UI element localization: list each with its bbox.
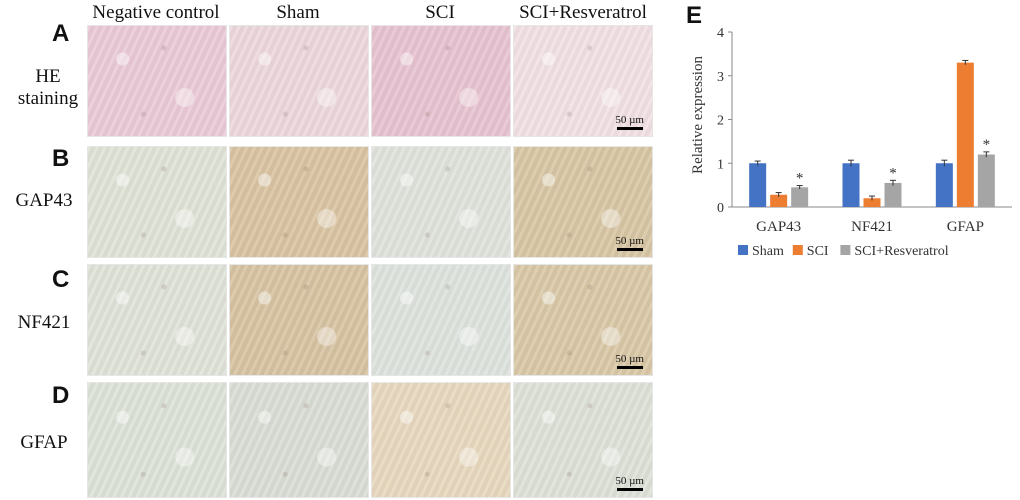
significance-marker: * xyxy=(983,137,991,153)
bar-sci-resveratrol-nf421 xyxy=(884,182,902,207)
x-tick-label: GAP43 xyxy=(756,219,801,235)
micrograph-nf421-sci xyxy=(371,264,511,376)
legend-swatch-sci xyxy=(792,245,803,255)
row-label-he-staining: HE staining xyxy=(8,66,88,110)
scale-bar-label: 50 µm xyxy=(615,114,644,126)
micrograph-gap43-sci xyxy=(371,146,511,258)
scale-bar-line xyxy=(616,248,643,251)
column-header-negative-control: Negative control xyxy=(92,2,220,23)
scale-bar-line xyxy=(616,366,643,369)
bar-sci-gap43 xyxy=(770,194,788,207)
bar-sci-resveratrol-gap43 xyxy=(791,187,809,207)
legend-label: SCI xyxy=(807,244,829,259)
bar-sham-gfap xyxy=(935,163,953,207)
column-header-sci-resveratrol: SCI+Resveratrol xyxy=(519,2,647,23)
bar-sci-resveratrol-gfap xyxy=(977,154,995,207)
chart-axes: 0 1 2 3 4 GAP43 NF421 GFAP xyxy=(717,26,1012,235)
scale-bar-label: 50 µm xyxy=(615,353,644,365)
legend-label: Sham xyxy=(752,244,784,259)
chart-legend: Sham SCI SCI+Resveratrol xyxy=(738,244,949,259)
row-label-gfap: GFAP xyxy=(4,432,84,454)
micrograph-he-sham xyxy=(229,25,369,137)
panel-letter-b: B xyxy=(52,145,70,172)
scale-bar: 50 µm xyxy=(615,114,644,130)
micrograph-nf421-sham xyxy=(229,264,369,376)
panel-letter-a: A xyxy=(52,20,70,47)
scale-bar: 50 µm xyxy=(615,475,644,491)
row-label-line: NF421 xyxy=(17,312,71,333)
scale-bar: 50 µm xyxy=(615,235,644,251)
micrograph-he-negative-control xyxy=(87,25,227,137)
panel-letter-d: D xyxy=(52,382,70,409)
micrograph-he-sci-resveratrol: 50 µm xyxy=(513,25,653,137)
legend-swatch-sham xyxy=(738,245,748,255)
y-tick-label: 0 xyxy=(717,201,724,216)
micrograph-gfap-sham xyxy=(229,382,369,498)
significance-marker: * xyxy=(889,165,897,181)
micrograph-nf421-sci-resveratrol: 50 µm xyxy=(513,264,653,376)
bar-sham-gap43 xyxy=(749,163,767,207)
row-label-line: GFAP xyxy=(20,432,68,453)
micrograph-gap43-sci-resveratrol: 50 µm xyxy=(513,146,653,258)
x-tick-label: GFAP xyxy=(947,219,984,235)
scale-bar-label: 50 µm xyxy=(615,475,644,487)
bar-sham-nf421 xyxy=(842,163,860,207)
bar-chart: 0 1 2 3 4 GAP43 NF421 GFAP * * * Relative express… xyxy=(690,26,1012,259)
micrograph-gap43-sham xyxy=(229,146,369,258)
row-label-gap43: GAP43 xyxy=(4,190,84,212)
scale-bar-line xyxy=(616,488,643,491)
legend-swatch-sci-resveratrol xyxy=(840,245,851,255)
micrograph-he-sci xyxy=(371,25,511,137)
y-tick-label: 3 xyxy=(717,70,724,85)
y-tick-label: 1 xyxy=(717,157,724,172)
row-label-line: staining xyxy=(17,88,79,109)
micrograph-gfap-negative-control xyxy=(87,382,227,498)
micrograph-gap43-negative-control xyxy=(87,146,227,258)
scale-bar: 50 µm xyxy=(615,353,644,369)
significance-marker: * xyxy=(796,171,804,187)
scale-bar-line xyxy=(616,127,643,130)
row-label-nf421: NF421 xyxy=(4,312,84,334)
column-header-sci: SCI xyxy=(425,2,455,23)
panel-letter-c: C xyxy=(52,266,70,293)
chart-bars: * * * xyxy=(749,59,995,207)
y-tick-label: 2 xyxy=(717,114,724,129)
micrograph-gfap-sci xyxy=(371,382,511,498)
y-axis-label: Relative expression xyxy=(690,56,706,174)
y-tick-label: 4 xyxy=(717,26,724,41)
micrograph-gfap-sci-resveratrol: 50 µm xyxy=(513,382,653,498)
micrograph-nf421-negative-control xyxy=(87,264,227,376)
scale-bar-label: 50 µm xyxy=(615,235,644,247)
column-header-sham: Sham xyxy=(276,2,320,23)
x-tick-label: NF421 xyxy=(851,219,893,235)
panel-letter-e: E xyxy=(686,2,703,29)
row-label-line: HE xyxy=(35,66,61,87)
bar-sci-gfap xyxy=(956,62,974,207)
bar-sci-nf421 xyxy=(863,198,881,207)
legend-label: SCI+Resveratrol xyxy=(854,244,948,259)
row-label-line: GAP43 xyxy=(15,190,73,211)
